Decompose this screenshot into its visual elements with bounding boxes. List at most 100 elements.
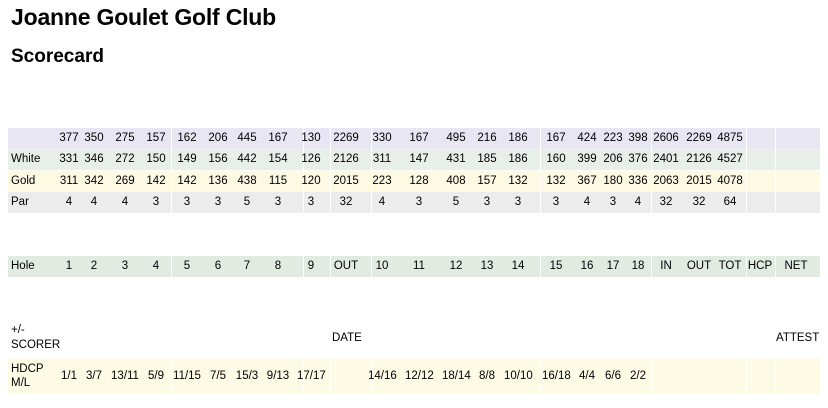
cell-hdcp-col-4: 5/9 bbox=[148, 370, 164, 382]
cell-white-col-8: 154 bbox=[268, 153, 288, 165]
cell-gold-col-3: 269 bbox=[115, 175, 135, 187]
column-divider bbox=[171, 171, 172, 192]
row-label: Gold bbox=[11, 175, 36, 187]
cell-white-col-6: 156 bbox=[208, 153, 228, 165]
cell-par-col-10: 32 bbox=[339, 196, 353, 208]
column-divider bbox=[303, 149, 304, 170]
column-divider bbox=[540, 192, 541, 213]
cell-par-col-1: 4 bbox=[65, 196, 73, 208]
cell-blue-col-4: 157 bbox=[146, 132, 166, 144]
attest-label: ATTEST bbox=[776, 332, 820, 344]
column-divider bbox=[171, 149, 172, 170]
column-divider bbox=[171, 128, 172, 149]
cell-white-col-12: 147 bbox=[409, 153, 429, 165]
cell-hole-col-8: 8 bbox=[274, 260, 282, 272]
plus-minus-label: +/- bbox=[11, 324, 25, 336]
cell-gold-col-15: 132 bbox=[508, 175, 528, 187]
cell-par-col-14: 3 bbox=[483, 196, 491, 208]
cell-blue-col-18: 223 bbox=[603, 132, 623, 144]
cell-white-col-22: 4527 bbox=[717, 153, 743, 165]
cell-hdcp-col-15: 10/10 bbox=[504, 370, 533, 382]
cell-gold-col-4: 142 bbox=[146, 175, 166, 187]
column-divider bbox=[330, 256, 331, 277]
cell-gold-col-2: 342 bbox=[84, 175, 104, 187]
cell-gold-col-8: 115 bbox=[268, 175, 288, 187]
column-divider bbox=[746, 192, 747, 213]
column-divider bbox=[330, 128, 331, 149]
cell-hole-col-1: 1 bbox=[65, 260, 73, 272]
cell-white-col-3: 272 bbox=[115, 153, 135, 165]
column-divider bbox=[775, 358, 776, 394]
cell-hole-col-18: 17 bbox=[606, 260, 620, 272]
cell-white-col-14: 185 bbox=[477, 153, 497, 165]
cell-hole-col-20: IN bbox=[660, 260, 672, 272]
cell-hole-col-12: 11 bbox=[413, 260, 425, 272]
cell-par-col-3: 4 bbox=[121, 196, 129, 208]
cell-hole-col-4: 4 bbox=[152, 260, 160, 272]
cell-gold-col-14: 157 bbox=[477, 175, 497, 187]
cell-gold-col-19: 336 bbox=[628, 175, 648, 187]
column-divider bbox=[540, 128, 541, 149]
cell-hole-col-11: 10 bbox=[375, 260, 389, 272]
cell-blue-col-21: 2269 bbox=[686, 132, 712, 144]
cell-hdcp-col-7: 15/3 bbox=[235, 370, 259, 382]
cell-hdcp-col-19: 2/2 bbox=[630, 370, 646, 382]
cell-par-col-18: 3 bbox=[609, 196, 617, 208]
cell-par-col-5: 3 bbox=[183, 196, 191, 208]
cell-par-col-22: 64 bbox=[723, 196, 737, 208]
cell-gold-col-21: 2015 bbox=[686, 175, 712, 187]
cell-gold-col-17: 367 bbox=[577, 175, 597, 187]
cell-blue-col-7: 445 bbox=[237, 132, 257, 144]
cell-hdcp-col-8: 9/13 bbox=[266, 370, 290, 382]
column-divider bbox=[371, 256, 372, 277]
column-divider bbox=[540, 171, 541, 192]
date-label: DATE bbox=[332, 332, 362, 344]
cell-hole-col-5: 5 bbox=[183, 260, 191, 272]
cell-hdcp-col-16: 16/18 bbox=[542, 370, 571, 382]
column-divider bbox=[303, 256, 304, 277]
cell-white-col-18: 206 bbox=[603, 153, 623, 165]
cell-gold-col-9: 120 bbox=[301, 175, 321, 187]
column-divider bbox=[171, 358, 172, 394]
row-label: Par bbox=[11, 196, 29, 208]
cell-white-col-21: 2126 bbox=[686, 153, 712, 165]
cell-white-col-10: 2126 bbox=[333, 153, 359, 165]
cell-white-col-7: 442 bbox=[237, 153, 257, 165]
column-divider bbox=[330, 171, 331, 192]
ml-label: M/L bbox=[11, 377, 31, 389]
cell-blue-col-11: 330 bbox=[372, 132, 392, 144]
row-label: White bbox=[11, 153, 41, 165]
column-divider bbox=[746, 256, 747, 277]
cell-hole-col-19: 18 bbox=[631, 260, 645, 272]
cell-par-col-16: 3 bbox=[552, 196, 560, 208]
tee-row-gold: Gold 311 342 269 142 142 136 438 115 120 2015 223 1… bbox=[8, 171, 820, 192]
column-divider bbox=[746, 128, 747, 149]
hole-row: Hole 1 2 3 4 5 6 7 8 9 OUT 10 11 12 13 14 15 16 17 18 IN OUT… bbox=[8, 256, 820, 277]
cell-blue-col-19: 398 bbox=[628, 132, 648, 144]
cell-gold-col-18: 180 bbox=[603, 175, 623, 187]
column-divider bbox=[775, 149, 776, 170]
scorer-text: SCORER bbox=[11, 339, 61, 351]
cell-hdcp-col-6: 7/5 bbox=[210, 370, 226, 382]
column-divider bbox=[540, 358, 541, 394]
cell-hdcp-col-1: 1/1 bbox=[61, 370, 77, 382]
cell-blue-col-17: 424 bbox=[577, 132, 597, 144]
cell-gold-col-20: 2063 bbox=[653, 175, 679, 187]
cell-par-col-21: 32 bbox=[692, 196, 706, 208]
column-divider bbox=[303, 128, 304, 149]
cell-gold-col-16: 132 bbox=[546, 175, 566, 187]
cell-blue-col-6: 206 bbox=[208, 132, 228, 144]
cell-blue-col-13: 495 bbox=[446, 132, 466, 144]
cell-hole-col-6: 6 bbox=[214, 260, 222, 272]
column-divider bbox=[330, 358, 331, 394]
cell-hole-col-14: 13 bbox=[480, 260, 494, 272]
tee-row-blue: 377 350 275 157 162 206 445 167 130 2269 330 167 495… bbox=[8, 128, 820, 149]
row-label: HDCP M/L bbox=[11, 362, 44, 390]
scorer-label: +/- SCORER bbox=[11, 323, 60, 353]
column-divider bbox=[540, 149, 541, 170]
cell-hdcp-col-5: 11/15 bbox=[173, 370, 201, 382]
cell-white-col-20: 2401 bbox=[653, 153, 679, 165]
column-divider bbox=[651, 171, 652, 192]
column-divider bbox=[775, 192, 776, 213]
cell-par-col-12: 3 bbox=[415, 196, 423, 208]
